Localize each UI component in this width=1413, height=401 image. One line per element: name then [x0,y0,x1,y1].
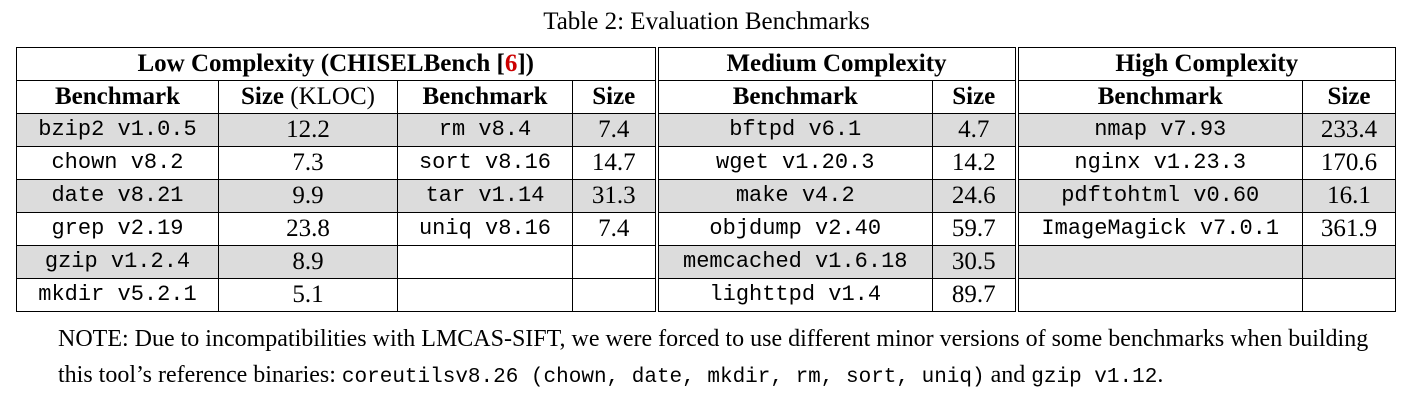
benchmark-name: lighttpd v1.4 [656,278,933,312]
table-row: mkdir v5.2.1 5.1 lighttpd v1.4 89.7 [16,278,1396,312]
group-header-low: Low Complexity (CHISELBench [6]) [16,47,659,81]
note-text: . [1157,362,1164,388]
citation-ref[interactable]: 6 [504,50,518,77]
note-text: NOTE: Due to incompatibilities with LMCA… [58,326,1369,388]
table-row: date v8.21 9.9 tar v1.14 31.3 make v4.2 … [16,179,1396,213]
empty-cell [572,278,659,312]
benchmark-size: 24.6 [932,179,1019,213]
benchmark-size: 4.7 [932,113,1019,147]
empty-cell [1016,278,1303,312]
benchmark-name: date v8.21 [16,179,219,213]
col-header-size: Size (KLOC) [218,80,398,114]
benchmark-name: ImageMagick v7.0.1 [1016,212,1303,246]
table-note: NOTE: Due to incompatibilities with LMCA… [58,321,1398,396]
benchmark-size: 16.1 [1302,179,1396,213]
col-header-benchmark: Benchmark [397,80,573,114]
benchmark-size: 14.2 [932,146,1019,180]
benchmark-name: uniq v8.16 [397,212,573,246]
benchmark-size: 9.9 [218,179,398,213]
table-caption: Table 2: Evaluation Benchmarks [543,8,870,35]
benchmark-name: objdump v2.40 [656,212,933,246]
benchmark-size: 233.4 [1302,113,1396,147]
benchmark-size: 12.2 [218,113,398,147]
benchmark-size: 30.5 [932,245,1019,279]
benchmark-size: 59.7 [932,212,1019,246]
table-row: gzip v1.2.4 8.9 memcached v1.6.18 30.5 [16,245,1396,279]
empty-cell [1302,245,1396,279]
table-row: chown v8.2 7.3 sort v8.16 14.7 wget v1.2… [16,146,1396,180]
benchmark-name: pdftohtml v0.60 [1016,179,1303,213]
table-row: grep v2.19 23.8 uniq v8.16 7.4 objdump v… [16,212,1396,246]
col-header-size: Size [1302,80,1396,114]
empty-cell [1016,245,1303,279]
benchmark-name: wget v1.20.3 [656,146,933,180]
benchmark-size: 7.4 [572,212,659,246]
col-header-size: Size [572,80,659,114]
benchmark-name: gzip v1.2.4 [16,245,219,279]
col-header-benchmark: Benchmark [1016,80,1303,114]
empty-cell [572,245,659,279]
benchmark-size: 89.7 [932,278,1019,312]
col-header-size: Size [932,80,1019,114]
group-title-low-pre: Low Complexity (CHISELBench [ [137,50,505,77]
benchmark-name: chown v8.2 [16,146,219,180]
benchmark-name: mkdir v5.2.1 [16,278,219,312]
group-header-medium: Medium Complexity [656,47,1019,81]
note-code: coreutilsv8.26 (chown, date, mkdir, rm, … [341,366,985,389]
benchmark-size: 5.1 [218,278,398,312]
note-code: gzip v1.12 [1031,366,1158,389]
group-header-high: High Complexity [1016,47,1396,81]
benchmark-name: bftpd v6.1 [656,113,933,147]
benchmark-size: 23.8 [218,212,398,246]
benchmark-size: 7.3 [218,146,398,180]
benchmark-size: 14.7 [572,146,659,180]
empty-cell [1302,278,1396,312]
benchmark-name: sort v8.16 [397,146,573,180]
col-header-benchmark: Benchmark [16,80,219,114]
benchmarks-table: Low Complexity (CHISELBench [6]) Medium … [16,47,1396,312]
benchmark-name: make v4.2 [656,179,933,213]
benchmark-size: 170.6 [1302,146,1396,180]
benchmark-name: bzip2 v1.0.5 [16,113,219,147]
col-header-size-label: Size [240,83,285,110]
note-text: and [984,362,1032,388]
benchmark-name: memcached v1.6.18 [656,245,933,279]
benchmark-size: 7.4 [572,113,659,147]
empty-cell [397,245,573,279]
benchmark-name: nginx v1.23.3 [1016,146,1303,180]
benchmark-name: grep v2.19 [16,212,219,246]
benchmark-name: rm v8.4 [397,113,573,147]
benchmark-name: tar v1.14 [397,179,573,213]
benchmark-size: 361.9 [1302,212,1396,246]
benchmark-name: nmap v7.93 [1016,113,1303,147]
benchmark-size: 8.9 [218,245,398,279]
empty-cell [397,278,573,312]
benchmark-size: 31.3 [572,179,659,213]
col-header-benchmark: Benchmark [656,80,933,114]
table-row: bzip2 v1.0.5 12.2 rm v8.4 7.4 bftpd v6.1… [16,113,1396,147]
col-header-size-unit: (KLOC) [284,83,375,110]
group-title-low-post: ]) [517,50,535,77]
